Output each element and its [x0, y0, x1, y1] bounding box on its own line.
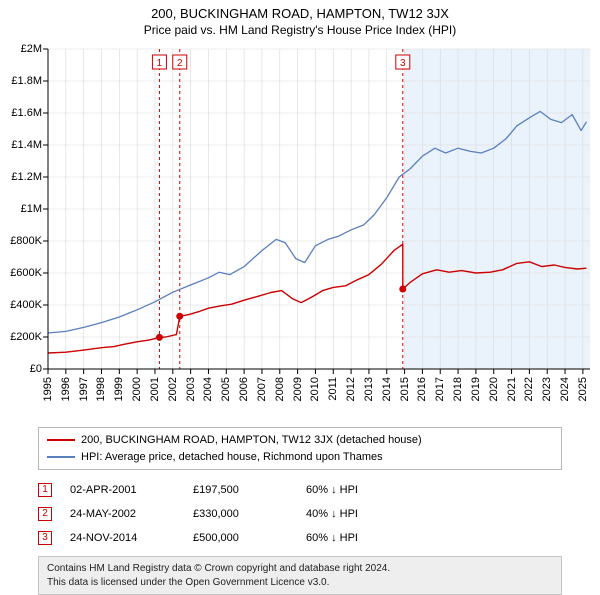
sale-price: £500,000: [193, 532, 288, 544]
legend: 200, BUCKINGHAM ROAD, HAMPTON, TW12 3JX …: [38, 427, 562, 470]
chart-title-address: 200, BUCKINGHAM ROAD, HAMPTON, TW12 3JX: [0, 6, 600, 21]
table-row: 3 24-NOV-2014 £500,000 60% ↓ HPI: [38, 526, 562, 550]
legend-label: HPI: Average price, detached house, Rich…: [81, 449, 383, 466]
svg-text:2: 2: [177, 58, 183, 69]
sale-marker-3: 3: [38, 531, 52, 545]
sale-date: 24-MAY-2002: [70, 508, 175, 520]
legend-swatch: [47, 456, 75, 458]
svg-text:3: 3: [400, 58, 406, 69]
sale-date: 02-APR-2001: [70, 484, 175, 496]
line-chart: 1 2 3: [0, 39, 600, 421]
sale-price: £330,000: [193, 508, 288, 520]
attribution-box: Contains HM Land Registry data © Crown c…: [38, 556, 562, 595]
sale-marker-1: 1: [38, 483, 52, 497]
table-row: 1 02-APR-2001 £197,500 60% ↓ HPI: [38, 478, 562, 502]
svg-text:1: 1: [157, 58, 163, 69]
attribution-line: Contains HM Land Registry data © Crown c…: [47, 562, 553, 576]
attribution-line: This data is licensed under the Open Gov…: [47, 576, 553, 590]
chart-title-block: 200, BUCKINGHAM ROAD, HAMPTON, TW12 3JX …: [0, 0, 600, 39]
chart-area: 123 £0£200K£400K£600K£800K£1M£1.2M£1.4M£…: [0, 39, 600, 421]
sale-date: 24-NOV-2014: [70, 532, 175, 544]
sale-price: £197,500: [193, 484, 288, 496]
sale-diff: 40% ↓ HPI: [306, 508, 562, 520]
sale-marker-2: 2: [38, 507, 52, 521]
sale-diff: 60% ↓ HPI: [306, 484, 562, 496]
legend-item: HPI: Average price, detached house, Rich…: [47, 449, 553, 466]
sales-table: 1 02-APR-2001 £197,500 60% ↓ HPI 2 24-MA…: [38, 478, 562, 550]
legend-item: 200, BUCKINGHAM ROAD, HAMPTON, TW12 3JX …: [47, 432, 553, 449]
legend-swatch: [47, 439, 75, 441]
chart-title-subtitle: Price paid vs. HM Land Registry's House …: [0, 23, 600, 37]
legend-label: 200, BUCKINGHAM ROAD, HAMPTON, TW12 3JX …: [81, 432, 422, 449]
sale-diff: 60% ↓ HPI: [306, 532, 562, 544]
table-row: 2 24-MAY-2002 £330,000 40% ↓ HPI: [38, 502, 562, 526]
